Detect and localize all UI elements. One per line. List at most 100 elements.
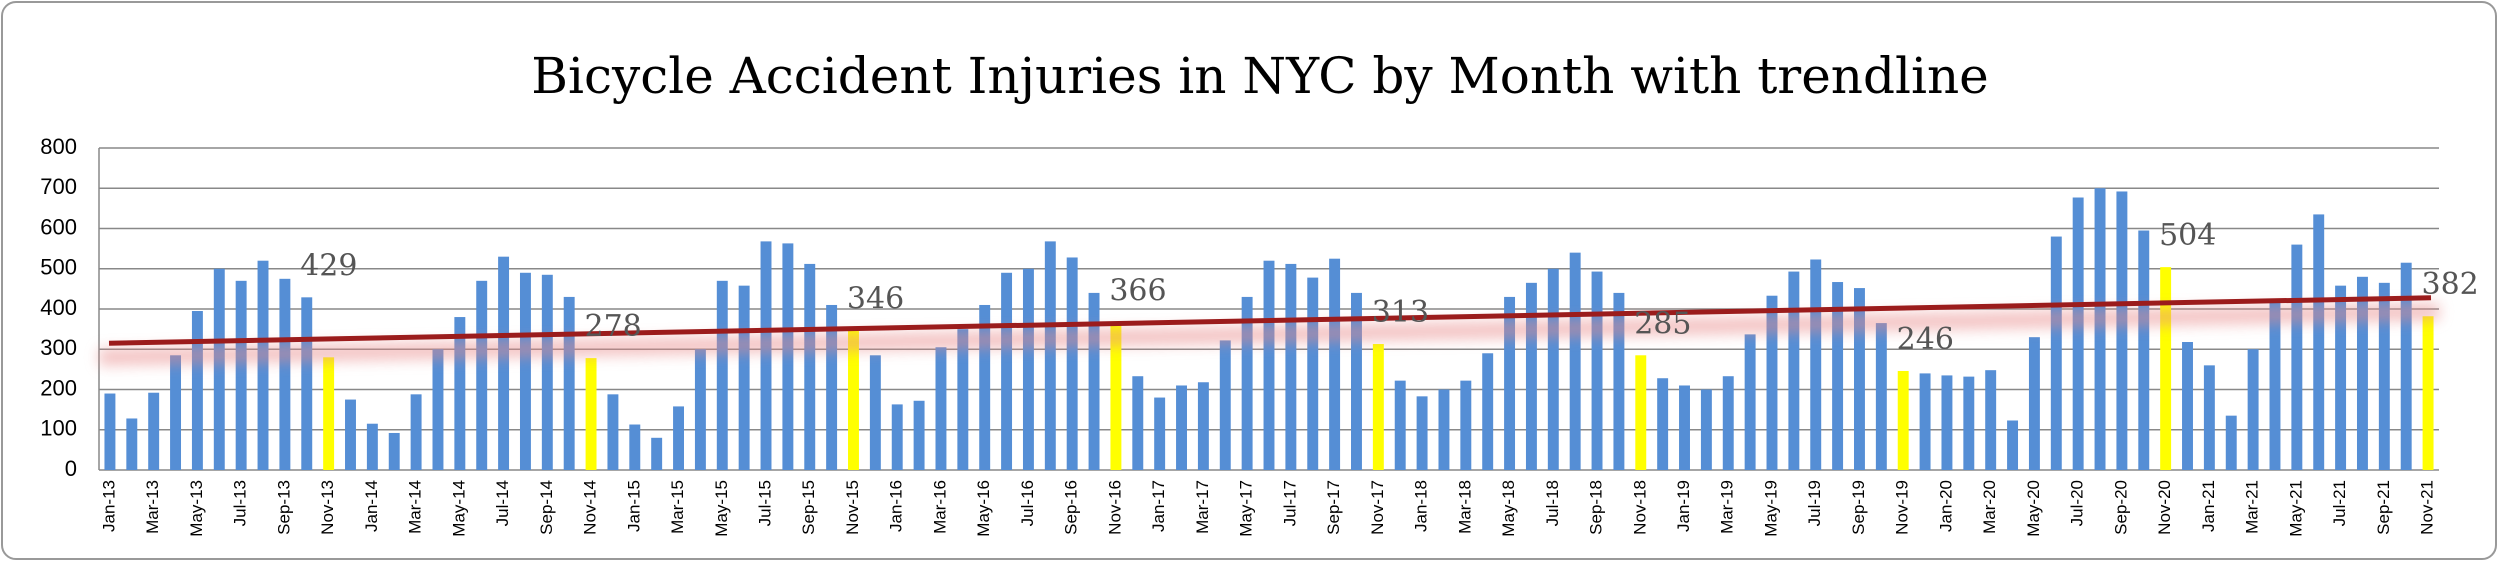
data-label: 504: [2159, 218, 2216, 253]
bar: [1810, 259, 1822, 470]
x-tick-label: Sep-16: [1062, 480, 1081, 535]
x-tick-label: Mar-17: [1193, 480, 1212, 534]
x-tick-label: Jul-19: [1805, 480, 1824, 526]
bar: [1985, 370, 1997, 470]
bar: [1854, 288, 1865, 470]
bar: [869, 355, 881, 470]
x-tick-label: Jan-21: [2199, 480, 2218, 532]
bar: [2225, 415, 2237, 470]
bar: [629, 424, 641, 470]
data-label: 313: [1372, 295, 1429, 330]
x-tick-label: Jul-18: [1543, 480, 1562, 526]
bar: [826, 304, 838, 470]
x-tick-label: Jul-16: [1018, 480, 1037, 526]
x-tick-label: May-21: [2286, 480, 2305, 537]
bar: [1569, 252, 1581, 470]
bar: [1263, 260, 1275, 470]
bar: [891, 404, 903, 470]
bar: [170, 355, 182, 470]
bar: [1700, 389, 1712, 470]
bar: [673, 406, 684, 470]
data-label: 366: [1109, 274, 1166, 309]
trendline: [108, 295, 2432, 346]
data-label: 429: [300, 248, 357, 283]
bar: [1022, 268, 1034, 470]
bar: [2313, 214, 2325, 470]
chart-title: Bicycle Accident Injuries in NYC by Mont…: [531, 47, 1989, 105]
bar: [760, 241, 772, 470]
bar: [694, 349, 706, 470]
x-tick-label: Jan-19: [1674, 480, 1693, 532]
bar: [2138, 230, 2150, 470]
bar: [979, 304, 991, 470]
bar: [2028, 337, 2040, 470]
bar: [366, 423, 378, 470]
bar: [1416, 396, 1428, 470]
bar: [279, 278, 291, 470]
y-tick-label: 400: [40, 295, 77, 320]
bar: [1088, 292, 1100, 470]
y-tick-label: 100: [40, 416, 77, 441]
bar: [607, 394, 619, 470]
y-tick-label: 500: [40, 255, 77, 280]
trendline-glow: [98, 303, 2440, 366]
bar: [782, 243, 794, 470]
x-tick-label: Nov-16: [1105, 480, 1124, 535]
bar: [1132, 376, 1144, 470]
bar: [213, 268, 225, 470]
bar: [1001, 272, 1013, 470]
bar: [498, 256, 510, 470]
bar: [2422, 316, 2434, 470]
bar: [1591, 271, 1603, 470]
x-tick-label: May-14: [449, 480, 468, 537]
bar: [2094, 188, 2106, 470]
x-tick-label: Sep-18: [1587, 480, 1606, 535]
bar: [1679, 385, 1690, 470]
bar: [2378, 282, 2390, 470]
bar: [1963, 376, 1975, 470]
x-tick-label: Jul-17: [1280, 480, 1299, 526]
x-tick-label: Nov-13: [318, 480, 337, 535]
x-tick-label: Sep-14: [537, 480, 556, 535]
x-tick-label: May-19: [1761, 480, 1780, 537]
x-tick-label: Nov-19: [1893, 480, 1912, 535]
x-tick-label: Jan-18: [1412, 480, 1431, 532]
x-tick-label: Sep-15: [799, 480, 818, 535]
y-tick-label: 300: [40, 335, 77, 360]
x-tick-label: Jan-14: [362, 480, 381, 532]
bar: [2116, 191, 2128, 470]
x-tick-label: Mar-21: [2243, 480, 2262, 534]
bar: [1613, 292, 1625, 470]
bar: [1919, 373, 1931, 470]
x-tick-label: Mar-20: [1980, 480, 1999, 534]
bar: [1504, 296, 1516, 470]
bar: [454, 317, 466, 470]
bar: [1154, 397, 1166, 470]
bar: [1897, 370, 1909, 470]
bar: [1941, 375, 1953, 470]
x-tick-label: Sep-19: [1849, 480, 1868, 535]
bar: [1176, 385, 1187, 470]
bar: [345, 399, 356, 470]
bar: [2269, 302, 2281, 470]
x-tick-label: Nov-14: [581, 480, 600, 535]
x-tick-label: Jan-20: [1936, 480, 1955, 532]
x-tick-label: Sep-20: [2111, 480, 2130, 535]
bar: [2160, 267, 2172, 470]
y-tick-label: 200: [40, 375, 77, 400]
x-tick-label: Jul-15: [755, 480, 774, 526]
bar: [519, 272, 531, 470]
bar: [1351, 292, 1362, 470]
bar: [1329, 258, 1341, 470]
y-tick-label: 600: [40, 214, 77, 239]
x-tick-label: Jul-13: [231, 480, 250, 526]
bar: [2400, 262, 2412, 470]
bar: [2007, 420, 2019, 470]
bar: [1372, 344, 1384, 470]
x-tick-label: May-15: [712, 480, 731, 537]
bar: [848, 330, 859, 470]
data-label: 346: [847, 282, 904, 317]
x-tick-label: Jan-16: [887, 480, 906, 532]
bar: [935, 347, 947, 470]
